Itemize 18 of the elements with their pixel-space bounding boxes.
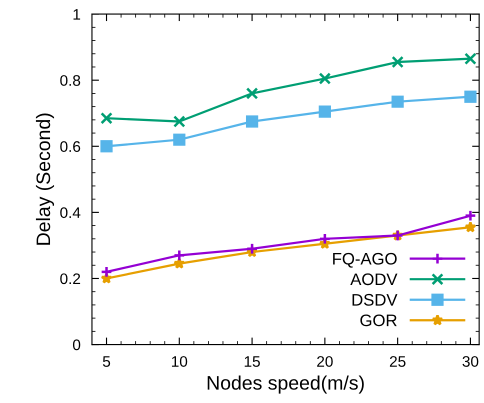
y-tick-label: 0	[72, 339, 80, 350]
y-tick-label: 0.6	[60, 141, 80, 152]
x-tick-label: 15	[244, 356, 260, 367]
legend-label: GOR	[360, 314, 397, 326]
y-tick-label: 0.8	[60, 75, 80, 86]
y-tick-label: 1	[74, 9, 80, 20]
x-tick-label: 5	[102, 356, 110, 367]
x-tick-label: 30	[462, 356, 478, 367]
y-tick-label: 0.4	[60, 207, 80, 218]
x-tick-label: 10	[172, 356, 188, 367]
x-axis-title: Nodes speed(m/s)	[208, 375, 364, 394]
x-tick-label: 25	[390, 356, 406, 367]
legend-label: DSDV	[352, 294, 398, 306]
x-tick-label: 20	[317, 356, 333, 367]
legend-label: FQ-AGO	[333, 252, 397, 268]
y-tick-label: 0.2	[60, 273, 80, 284]
legend-label: AODV	[350, 273, 398, 286]
y-axis-title: Delay (Second)	[36, 114, 54, 245]
